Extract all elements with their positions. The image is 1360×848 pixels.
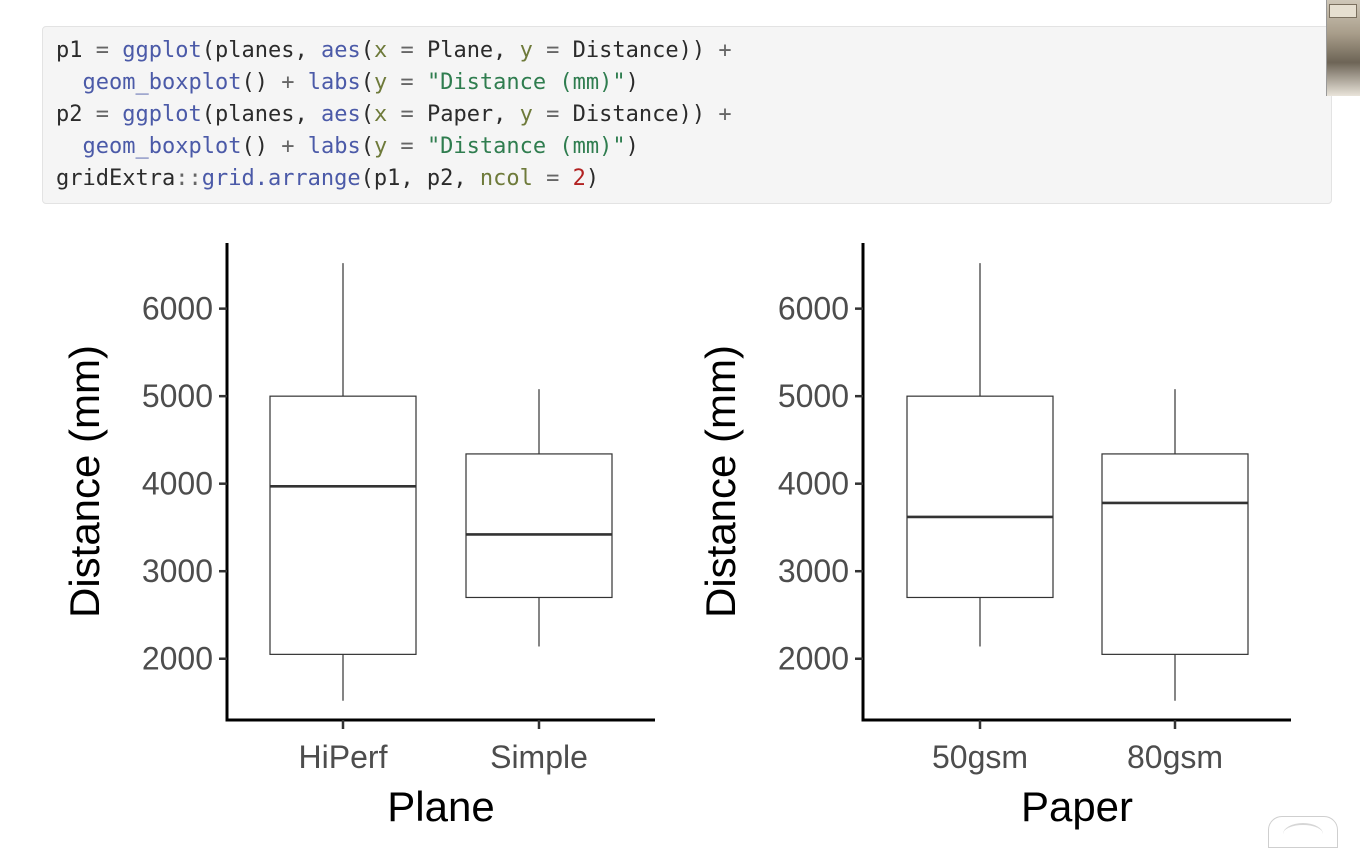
code-token: "Distance (mm)": [426, 134, 626, 159]
code-token: +: [718, 102, 732, 127]
code-token: Plane,: [426, 38, 520, 63]
code-token: (: [360, 102, 374, 127]
box-iqr: [906, 395, 1054, 599]
code-token: labs: [307, 134, 361, 159]
code-token: =: [82, 38, 123, 63]
code-token: ::: [175, 166, 202, 191]
code-token: "Distance (mm)": [426, 70, 626, 95]
x-tick-label: 50gsm: [932, 739, 1028, 775]
code-token: aes: [320, 102, 361, 127]
code-line: gridExtra::grid.arrange(p1, p2, ncol = 2…: [56, 163, 599, 195]
code-token: geom_boxplot: [82, 134, 242, 159]
code-line: p1 = ggplot(planes, aes(x = Plane, y = D…: [56, 35, 732, 67]
picture-frame-icon: [1329, 4, 1357, 18]
y-tick-label: 6000: [778, 291, 849, 327]
code-token: (planes,: [201, 38, 321, 63]
y-axis-title: Distance (mm): [61, 345, 108, 618]
code-token: grid.arrange: [201, 166, 361, 191]
code-token: y: [519, 102, 533, 127]
code-token: x: [373, 102, 388, 127]
code-token: y: [373, 134, 388, 159]
y-tick-label: 4000: [142, 466, 213, 502]
y-tick-label: 3000: [778, 553, 849, 589]
code-token: labs: [307, 70, 361, 95]
y-tick-label: 3000: [142, 553, 213, 589]
code-token: +: [281, 134, 295, 159]
code-token: =: [387, 134, 427, 159]
crest-icon: [1283, 823, 1323, 845]
code-token: +: [281, 70, 295, 95]
code-token: +: [718, 38, 732, 63]
box-iqr: [465, 453, 613, 599]
code-block: p1 = ggplot(planes, aes(x = Plane, y = D…: [42, 26, 1332, 204]
code-line: p2 = ggplot(planes, aes(x = Paper, y = D…: [56, 99, 732, 131]
code-token: ggplot: [122, 38, 202, 63]
code-token: (): [241, 134, 282, 159]
y-tick-label: 4000: [778, 466, 849, 502]
x-axis-title: Plane: [387, 783, 494, 830]
x-axis-title: Paper: [1021, 783, 1133, 830]
code-token: =: [532, 102, 573, 127]
code-token: 2: [572, 166, 586, 191]
code-token: (planes,: [201, 102, 321, 127]
boxplot-panel-paper: 2000 3000 4000 5000 6000 50gsm 80gsm Paper Dista…: [697, 243, 1291, 830]
code-token: (: [360, 38, 374, 63]
box-iqr: [269, 395, 417, 655]
x-tick-label: 80gsm: [1127, 739, 1223, 775]
code-token: Distance)): [572, 38, 719, 63]
code-token: (p1, p2,: [360, 166, 480, 191]
x-tick-label: Simple: [490, 739, 588, 775]
code-token: (: [360, 70, 374, 95]
code-token: =: [387, 38, 427, 63]
code-token: Paper,: [426, 102, 520, 127]
webcam-thumbnail: [1326, 0, 1360, 96]
code-token: geom_boxplot: [82, 70, 242, 95]
code-token: p1: [56, 38, 83, 63]
code-token: =: [532, 166, 573, 191]
code-line: geom_boxplot() + labs(y = "Distance (mm)…: [56, 67, 639, 99]
code-token: =: [387, 102, 427, 127]
code-token: =: [82, 102, 123, 127]
y-tick-label: 6000: [142, 291, 213, 327]
code-token: ggplot: [122, 102, 202, 127]
code-token: (): [241, 70, 282, 95]
code-token: (: [360, 134, 374, 159]
y-tick-label: 2000: [142, 641, 213, 677]
code-token: =: [532, 38, 573, 63]
code-token: Distance)): [572, 102, 719, 127]
code-token: y: [519, 38, 533, 63]
box-iqr: [1101, 453, 1249, 655]
y-tick-label: 5000: [778, 378, 849, 414]
code-token: x: [373, 38, 388, 63]
y-tick-label: 5000: [142, 378, 213, 414]
code-token: ncol: [479, 166, 533, 191]
code-token: aes: [320, 38, 361, 63]
code-token: ): [625, 134, 639, 159]
y-tick-label: 2000: [778, 641, 849, 677]
boxplot-panel-plane: 2000 3000 4000 5000 6000 HiPerf Simple Plane Dis…: [61, 243, 655, 830]
code-token: ): [625, 70, 639, 95]
code-token: =: [387, 70, 427, 95]
x-tick-label: HiPerf: [299, 739, 388, 775]
code-token: gridExtra: [56, 166, 176, 191]
code-token: ): [585, 166, 600, 191]
code-token: y: [373, 70, 388, 95]
code-token: p2: [56, 102, 83, 127]
y-axis-title: Distance (mm): [697, 345, 744, 618]
code-line: geom_boxplot() + labs(y = "Distance (mm)…: [56, 131, 639, 163]
